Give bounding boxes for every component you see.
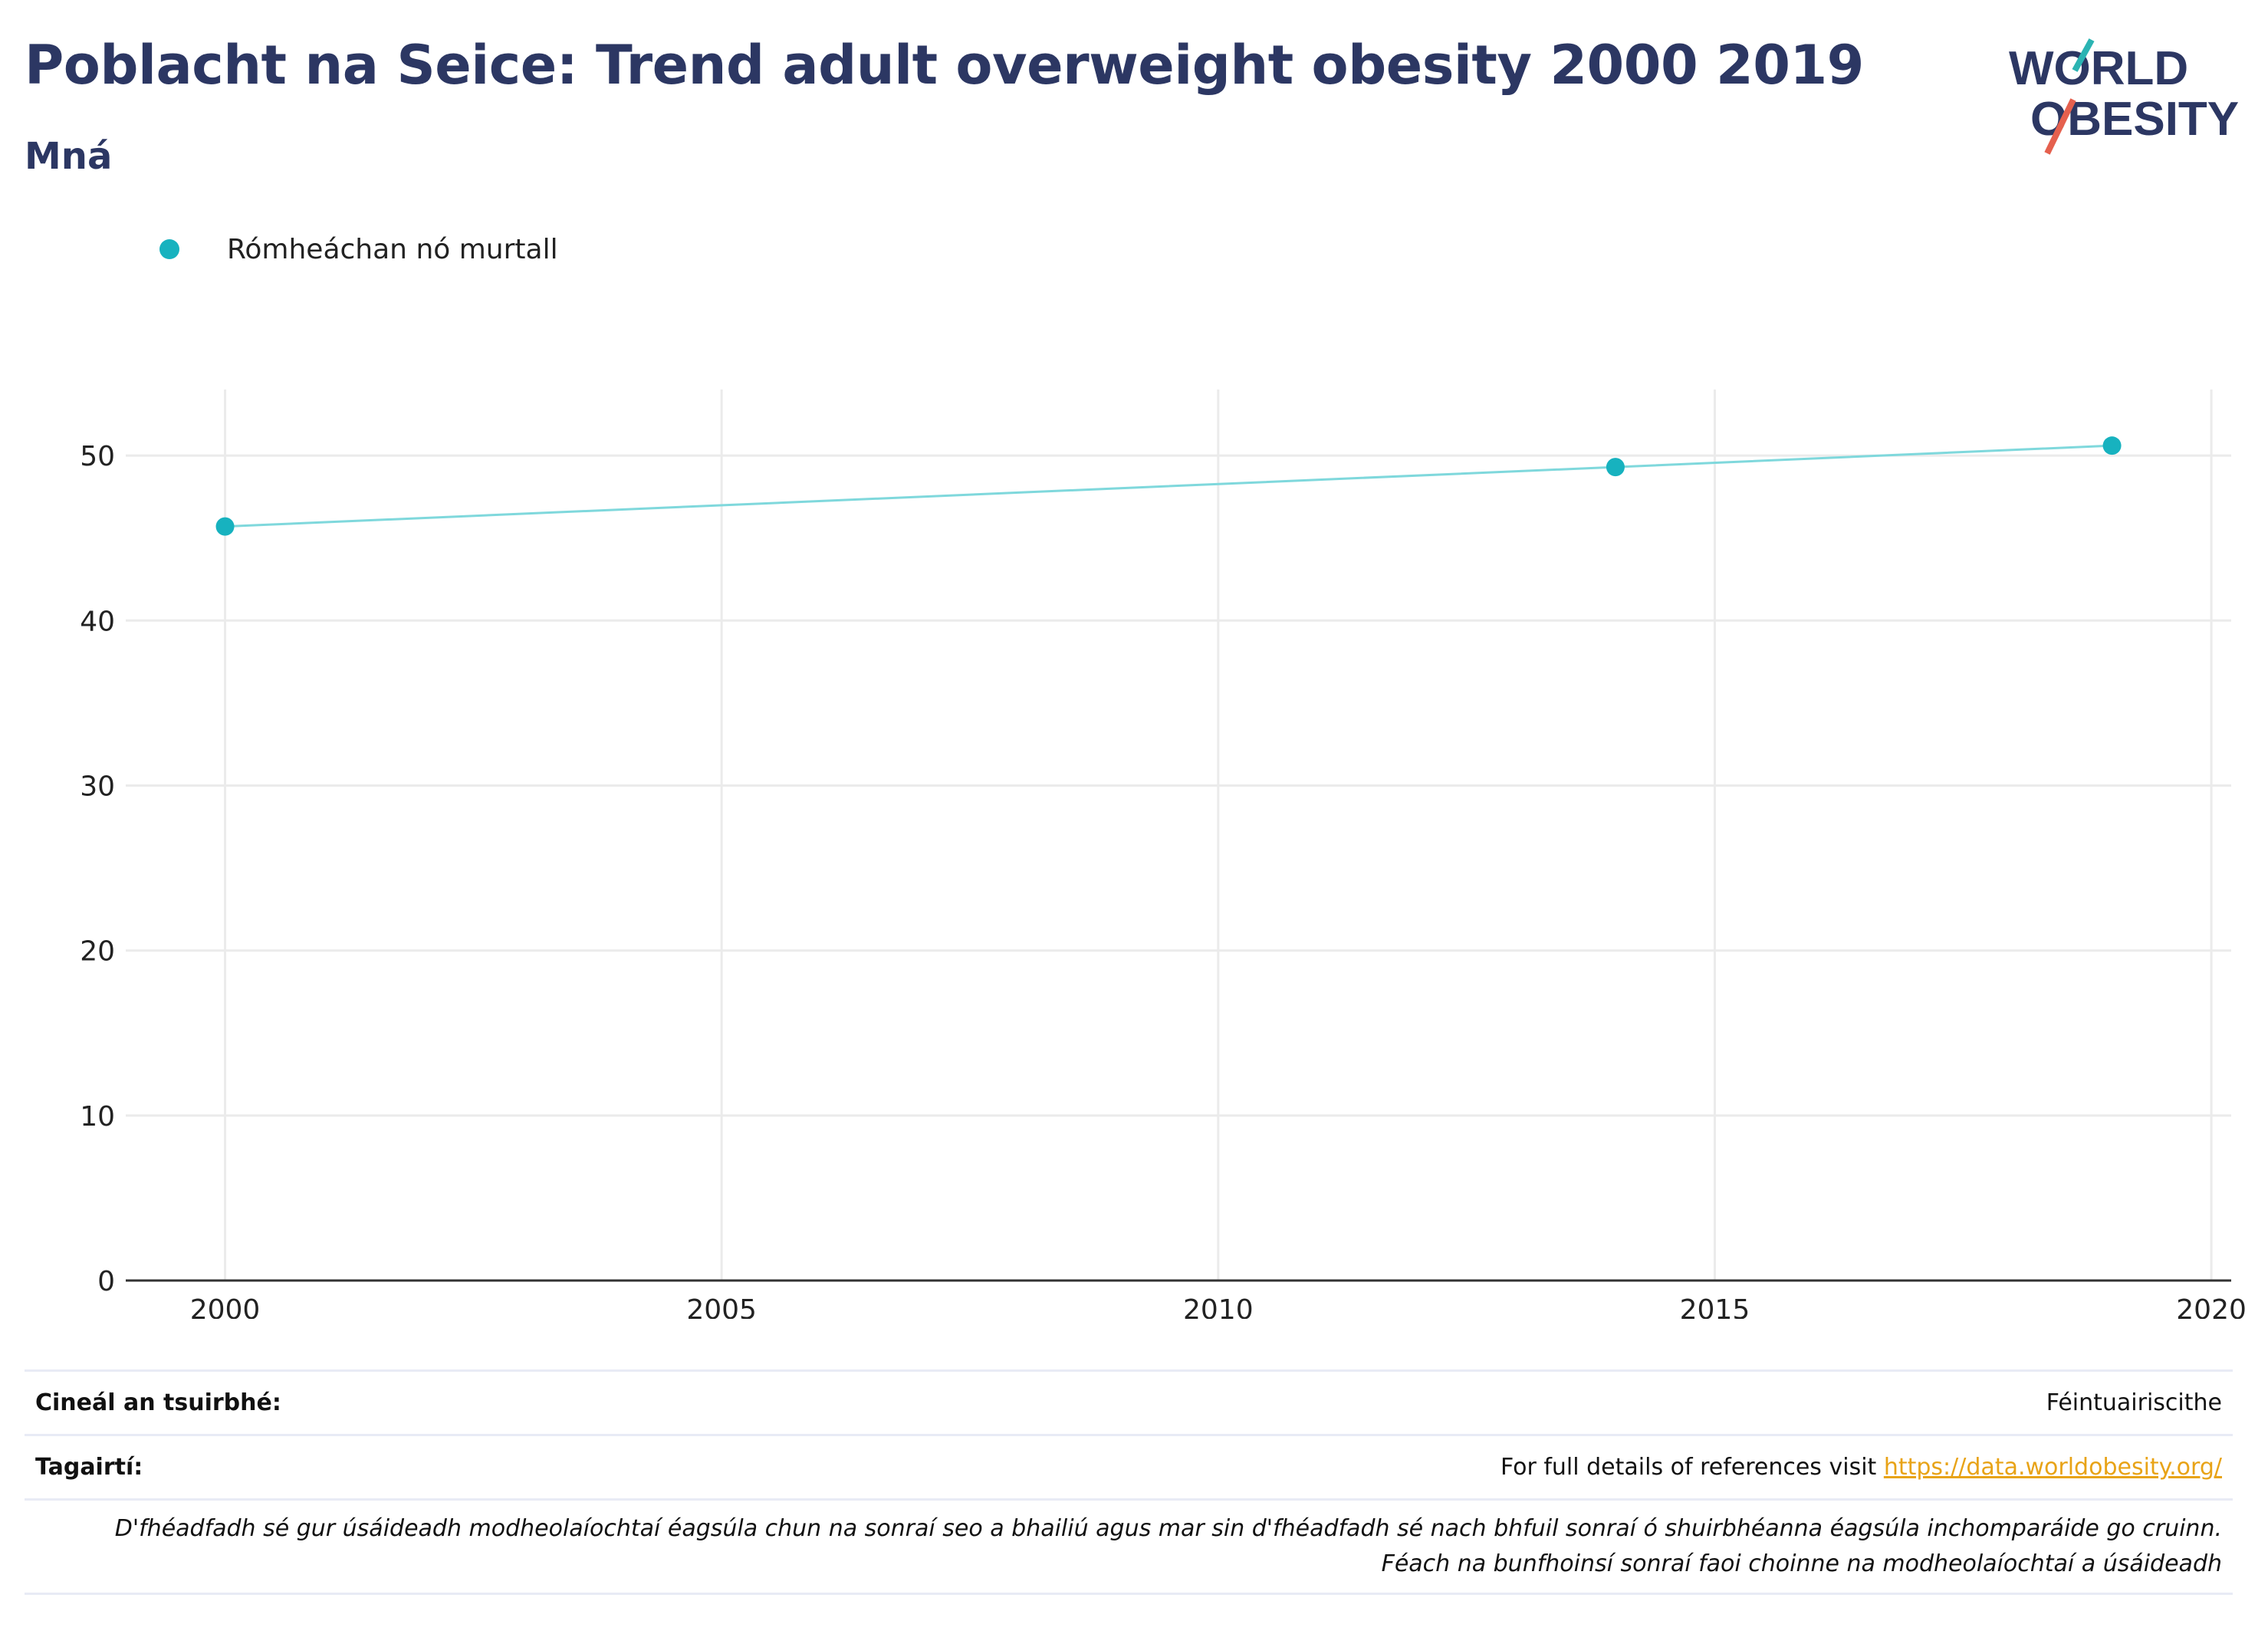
y-tick-label: 0 [97, 1266, 115, 1297]
x-tick-label: 2005 [686, 1294, 757, 1319]
references-label: Tagairtí: [35, 1454, 143, 1481]
references-row: Tagairtí: For full details of references… [25, 1434, 2233, 1498]
logo-slash-teal [2072, 38, 2095, 72]
survey-type-label: Cineál an tsuirbhé: [35, 1389, 281, 1416]
series-line [225, 444, 2112, 528]
chart-legend[interactable]: Rómheáchan nó murtall [159, 230, 558, 268]
y-tick-label: 10 [80, 1101, 115, 1133]
x-tick-label: 2010 [1183, 1294, 1254, 1319]
data-point [215, 517, 235, 536]
chart-footer: Cineál an tsuirbhé: Féintuairiscithe Tag… [25, 1369, 2233, 1595]
survey-type-row: Cineál an tsuirbhé: Féintuairiscithe [25, 1369, 2233, 1434]
survey-type-value: Féintuairiscithe [2046, 1389, 2222, 1416]
data-point [2102, 436, 2122, 455]
world-obesity-logo: WORLD OBESITY [2009, 38, 2239, 155]
x-tick-label: 2015 [1680, 1294, 1750, 1319]
references-value: For full details of references visit htt… [1500, 1454, 2222, 1481]
page-title: Poblacht na Seice: Trend adult overweigh… [25, 34, 1864, 97]
chart-grid [126, 390, 2231, 1281]
y-tick-label: 20 [80, 936, 115, 968]
y-tick-label: 50 [80, 441, 115, 472]
y-tick-label: 30 [80, 771, 115, 802]
logo-slash-red [2044, 98, 2076, 155]
data-point [1606, 458, 1625, 477]
chart-tick-labels: 2000 2005 2010 2015 2020 0 10 20 30 40 50 [80, 441, 2247, 1319]
x-tick-label: 2000 [190, 1294, 261, 1319]
logo-world-text: WORLD [2009, 42, 2188, 95]
methodology-note-line2: Féach na bunfhoinsí sonraí faoi choinne … [1381, 1550, 2222, 1577]
methodology-note-line1: D'fhéadfadh sé gur úsáideadh modheolaíoc… [114, 1515, 2222, 1542]
legend-marker [159, 239, 179, 259]
references-text: For full details of references visit [1500, 1454, 1884, 1481]
legend-label: Rómheáchan nó murtall [227, 233, 558, 265]
y-tick-label: 40 [80, 606, 115, 637]
line-chart: 2000 2005 2010 2015 2020 0 10 20 30 40 50 [80, 390, 2247, 1319]
x-tick-label: 2020 [2176, 1294, 2247, 1319]
page-subtitle: Mná [25, 135, 113, 178]
references-link[interactable]: https://data.worldobesity.org/ [1883, 1454, 2222, 1481]
chart-series [215, 436, 2122, 536]
methodology-note: D'fhéadfadh sé gur úsáideadh modheolaíoc… [25, 1498, 2233, 1595]
